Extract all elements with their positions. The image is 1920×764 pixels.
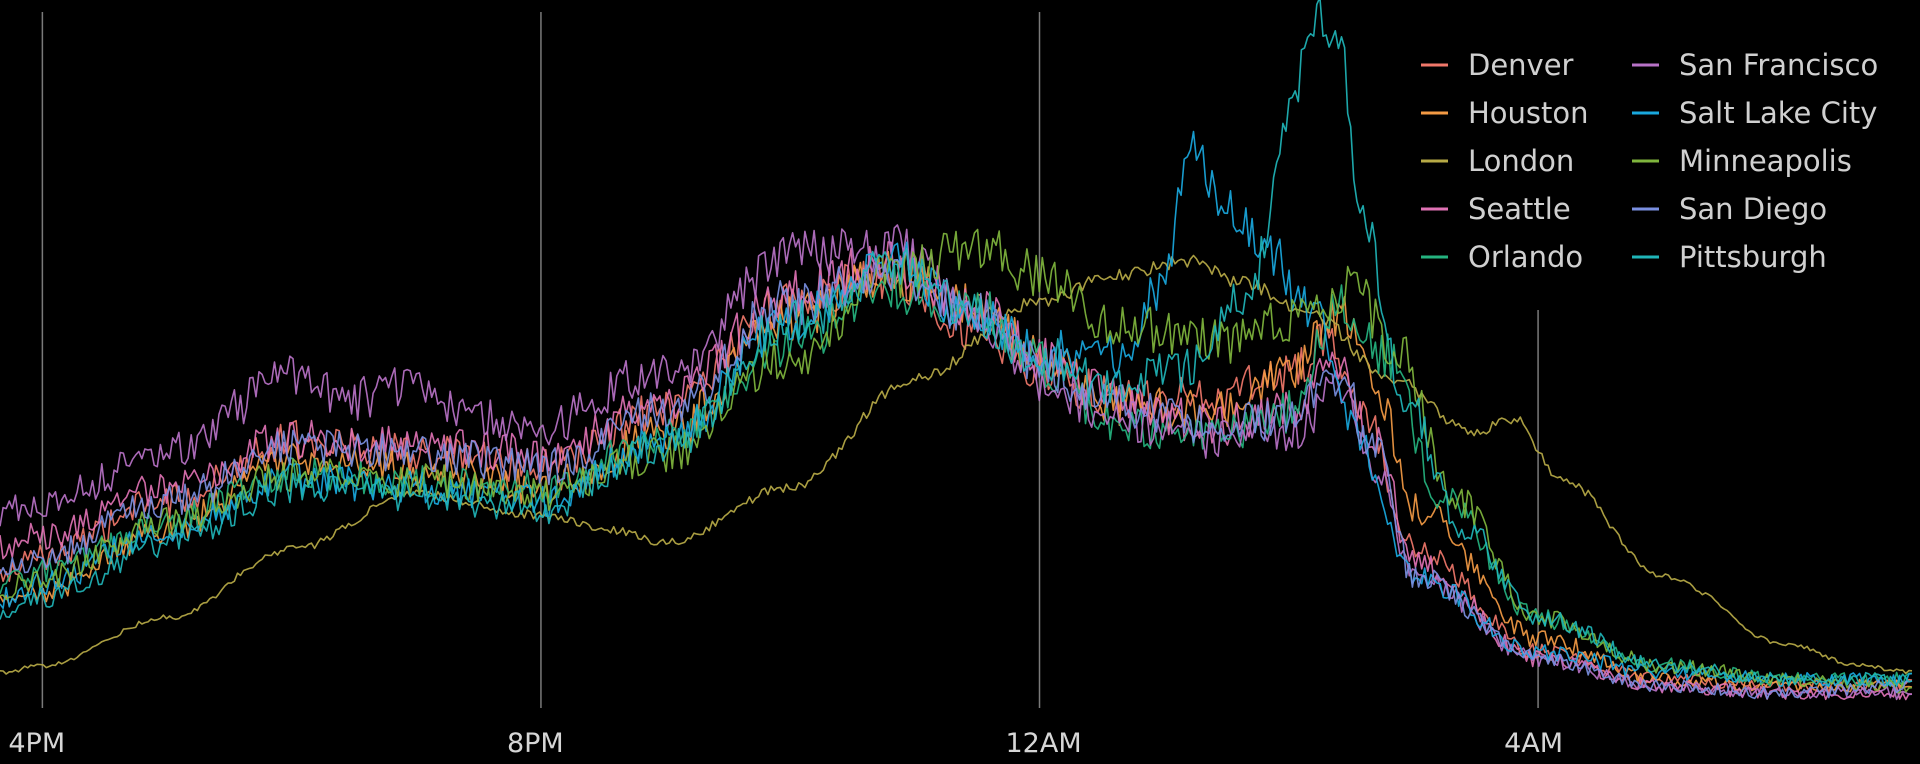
series-line-salt-lake-city [0,130,1913,687]
legend-label: San Francisco [1679,48,1878,82]
legend-label: San Diego [1679,192,1827,226]
legend-label: Houston [1468,96,1589,130]
legend-label: Denver [1468,48,1574,82]
legend-label: Orlando [1468,240,1583,274]
series-lines [0,0,1913,701]
series-line-london [0,254,1913,675]
series-line-san-diego [0,248,1913,700]
legend-label: Salt Lake City [1679,96,1877,130]
x-tick-label: 4AM [1504,728,1563,759]
series-line-seattle [0,241,1913,701]
series-line-pittsburgh [0,0,1913,687]
legend: Denver Houston London Seattle Orlando San Fra… [1421,48,1878,274]
legend-label: Minneapolis [1679,144,1852,178]
gridlines [41,12,1539,708]
x-tick-label: 4PM [8,728,65,759]
series-line-houston [0,250,1913,693]
legend-label: Pittsburgh [1679,240,1827,274]
x-tick-label: 8PM [507,728,564,759]
x-axis-tick-labels: 4PM 8PM 12AM 4AM [8,728,1563,759]
legend-label: Seattle [1468,192,1571,226]
x-tick-label: 12AM [1006,728,1082,759]
legend-label: London [1468,144,1574,178]
